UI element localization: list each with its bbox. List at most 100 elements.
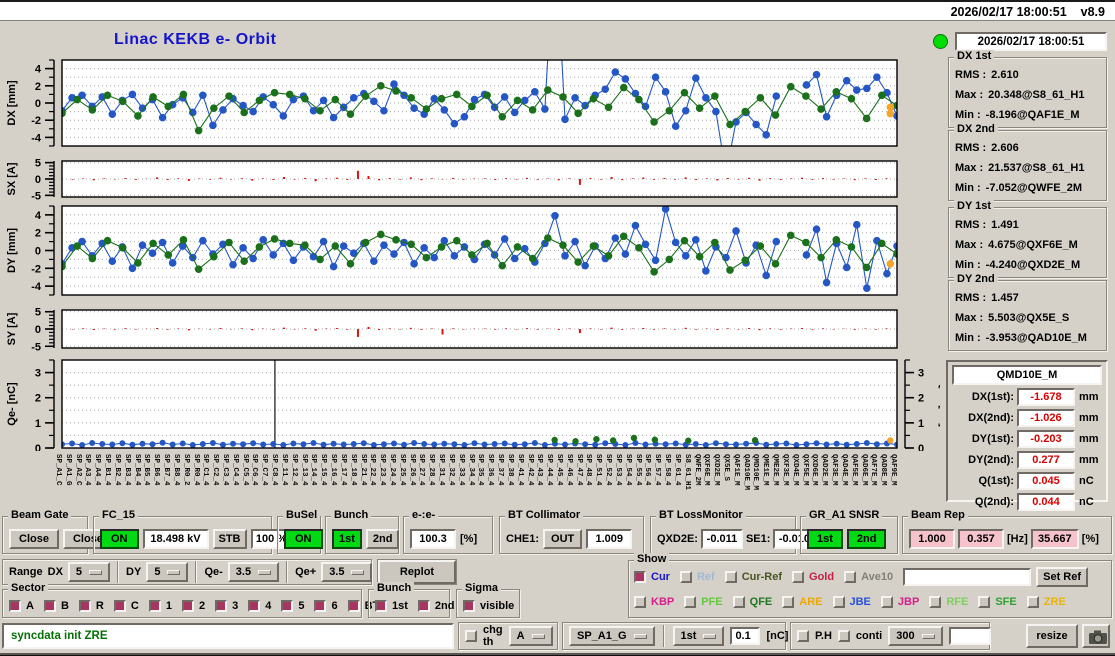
- show-checkbox-zre[interactable]: ZRE: [1026, 596, 1066, 608]
- checkbox-box[interactable]: [732, 596, 745, 608]
- bunch-1st-button[interactable]: 1st: [332, 529, 362, 549]
- group-title: Bunch: [331, 509, 372, 521]
- show-checkbox-qfe[interactable]: QFE: [732, 596, 772, 608]
- sector-checkbox-6[interactable]: 6: [314, 599, 338, 612]
- gr-a1-1st-button[interactable]: 1st: [807, 529, 843, 549]
- beam-gate-close-button-1[interactable]: Close: [9, 529, 59, 549]
- checkbox-box[interactable]: [463, 599, 475, 612]
- checkbox-box[interactable]: [792, 571, 805, 583]
- x-axis-label: SP_B5_4: [142, 454, 151, 486]
- svg-text:1: 1: [918, 418, 924, 430]
- monitor-row: DY(1st): -0.203 mm: [952, 429, 1104, 448]
- chg-th-checkbox[interactable]: [465, 630, 477, 642]
- checkbox-box[interactable]: [634, 596, 646, 608]
- checkbox-box[interactable]: [375, 599, 387, 612]
- stat-min: Min : -7.052@QWFE_2M: [955, 182, 1082, 194]
- ph-checkbox[interactable]: [797, 630, 809, 642]
- show-checkbox-ref[interactable]: Ref: [679, 571, 715, 583]
- sector-checkbox-1[interactable]: 1: [148, 599, 172, 612]
- replot-button[interactable]: Replot: [378, 560, 456, 584]
- checkbox-box[interactable]: [978, 596, 991, 608]
- sector-checkbox-3[interactable]: 3: [215, 599, 238, 612]
- range-qe-plus-dropdown[interactable]: 3.5: [321, 562, 373, 582]
- checkbox-box[interactable]: [724, 571, 737, 583]
- sector-checkbox-b[interactable]: B: [43, 599, 69, 612]
- stat-rms: RMS :1.491: [955, 219, 1019, 231]
- show-checkbox-gold[interactable]: Gold: [792, 571, 834, 583]
- range-dx-dropdown[interactable]: 5: [67, 562, 111, 582]
- x-axis-label: QXD4E_M: [790, 454, 799, 486]
- checkbox-box[interactable]: [417, 599, 430, 612]
- show-checkbox-cur-ref[interactable]: Cur-Ref: [724, 571, 782, 583]
- show-checkbox-kbp[interactable]: KBP: [634, 596, 674, 608]
- checkbox-box[interactable]: [347, 599, 360, 612]
- sigma-checkbox-visible[interactable]: visible: [463, 599, 514, 612]
- set-ref-button[interactable]: Set Ref: [1036, 567, 1089, 587]
- checkbox-box[interactable]: [281, 599, 294, 612]
- sector-checkbox-5[interactable]: 5: [281, 599, 304, 612]
- bunch-dropdown[interactable]: 1st: [672, 626, 725, 646]
- checkbox-box[interactable]: [314, 599, 327, 612]
- count-dropdown[interactable]: 300: [888, 626, 943, 646]
- show-checkbox-pfe[interactable]: PFE: [684, 596, 723, 608]
- bunch-2nd-button[interactable]: 2nd: [365, 529, 400, 549]
- checkbox-box[interactable]: [113, 599, 126, 612]
- checkbox-box[interactable]: [78, 599, 91, 612]
- checkbox-box[interactable]: [9, 599, 21, 612]
- extra-input[interactable]: [948, 627, 991, 645]
- chg-th-dropdown[interactable]: A: [508, 626, 553, 646]
- checkbox-label: ZRE: [1043, 596, 1066, 608]
- screenshot-button[interactable]: [1082, 624, 1110, 648]
- che1-out-button[interactable]: OUT: [543, 529, 583, 549]
- checkbox-box[interactable]: [181, 599, 194, 612]
- checkbox-box[interactable]: [880, 596, 893, 608]
- checkbox-box[interactable]: [215, 599, 228, 612]
- checkbox-box[interactable]: [148, 599, 161, 612]
- fc15-on-button[interactable]: ON: [100, 529, 139, 549]
- show-checkbox-cur[interactable]: Cur: [634, 571, 670, 583]
- checkbox-box[interactable]: [248, 599, 261, 612]
- show-checkbox-jbe[interactable]: JBE: [832, 596, 871, 608]
- show-checkbox-rfe[interactable]: RFE: [929, 596, 968, 608]
- bpm-select-group: SP_A1_G 1st [nC]: [562, 622, 788, 650]
- gr-a1-2nd-button[interactable]: 2nd: [846, 529, 887, 549]
- bunch-checkbox-1st[interactable]: 1st: [375, 599, 408, 612]
- checkbox-box[interactable]: [634, 571, 646, 583]
- checkbox-box[interactable]: [929, 596, 942, 608]
- fc15-stb-button[interactable]: STB: [212, 529, 247, 549]
- x-axis-label: QME1E_M: [761, 454, 770, 486]
- bpm-name-dropdown[interactable]: SP_A1_G: [569, 626, 655, 646]
- checkbox-box[interactable]: [1026, 596, 1039, 608]
- bunch-checkbox-2nd[interactable]: 2nd: [417, 599, 454, 612]
- x-axis-label: SP_25_4: [397, 454, 406, 486]
- sector-checkbox-r[interactable]: R: [78, 599, 104, 612]
- conti-checkbox[interactable]: [837, 630, 850, 642]
- ref-name-input[interactable]: [903, 568, 1032, 586]
- x-axis-label: SP_27_4: [417, 454, 426, 486]
- busel-on-button[interactable]: ON: [284, 529, 323, 549]
- checkbox-box[interactable]: [43, 599, 56, 612]
- x-axis-label: SP_C7_4: [260, 454, 269, 486]
- resize-button[interactable]: resize: [1026, 624, 1078, 648]
- checkbox-box[interactable]: [844, 571, 857, 583]
- sector-checkbox-a[interactable]: A: [9, 599, 34, 612]
- value-readout: 0.045: [1017, 471, 1075, 490]
- sector-checkbox-c[interactable]: C: [113, 599, 139, 612]
- show-checkbox-ave10[interactable]: Ave10: [844, 571, 893, 583]
- titlebar-datetime: 2026/02/17 18:00:51: [950, 5, 1067, 19]
- range-qe-minus-dropdown[interactable]: 3.5: [227, 562, 280, 582]
- checkbox-box[interactable]: [684, 596, 697, 608]
- x-axis-label: SP_18_4: [348, 454, 357, 486]
- checkbox-box[interactable]: [679, 571, 692, 583]
- checkbox-box[interactable]: [832, 596, 845, 608]
- threshold-input[interactable]: [730, 627, 761, 645]
- fc15-pct-readout: 100 %: [250, 529, 293, 549]
- show-checkbox-sfe[interactable]: SFE: [978, 596, 1017, 608]
- checkbox-label: SFE: [995, 596, 1017, 608]
- show-checkbox-jbp[interactable]: JBP: [880, 596, 919, 608]
- range-dy-dropdown[interactable]: 5: [146, 562, 189, 582]
- show-checkbox-are[interactable]: ARE: [782, 596, 823, 608]
- sector-checkbox-2[interactable]: 2: [181, 599, 205, 612]
- checkbox-box[interactable]: [782, 596, 795, 608]
- sector-checkbox-4[interactable]: 4: [248, 599, 271, 612]
